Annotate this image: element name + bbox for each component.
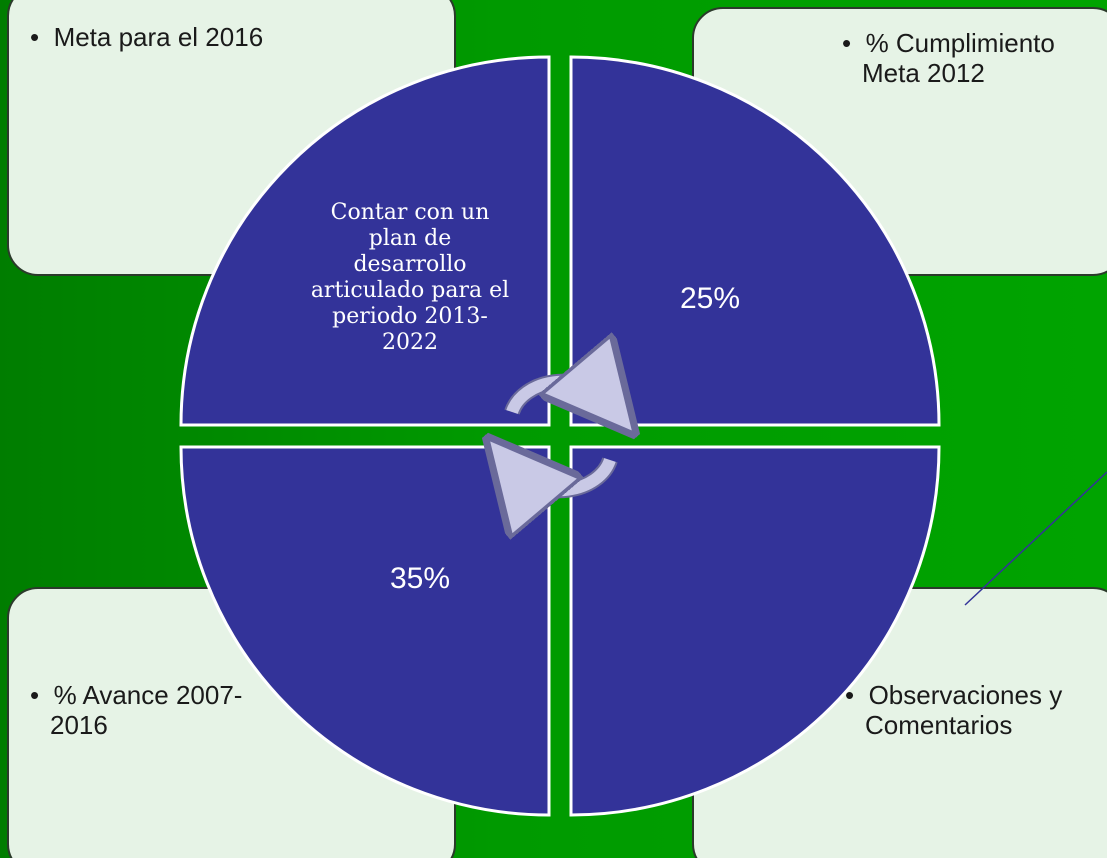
cycle-arrow-top [506, 382, 606, 412]
box-text: Meta para el 2016 [30, 22, 280, 52]
quadrant-bottom-left [179, 445, 551, 817]
connector-line [964, 471, 1107, 606]
cycle-arrow-bottom [516, 460, 616, 490]
box-text: Observaciones y Comentarios [845, 680, 1107, 740]
quadrant-text: Contar con un plan de desarrollo articul… [310, 200, 510, 355]
quadrant-text: 25% [679, 282, 741, 315]
quadrant-top-left [179, 55, 551, 427]
quadrant-bottom-right [569, 445, 941, 817]
quadrant-top-right [569, 55, 941, 427]
quadrant-text: 35% [389, 562, 451, 595]
box-text: % Cumplimiento Meta 2012 [842, 28, 1107, 88]
box-text: % Avance 2007-2016 [30, 680, 280, 740]
